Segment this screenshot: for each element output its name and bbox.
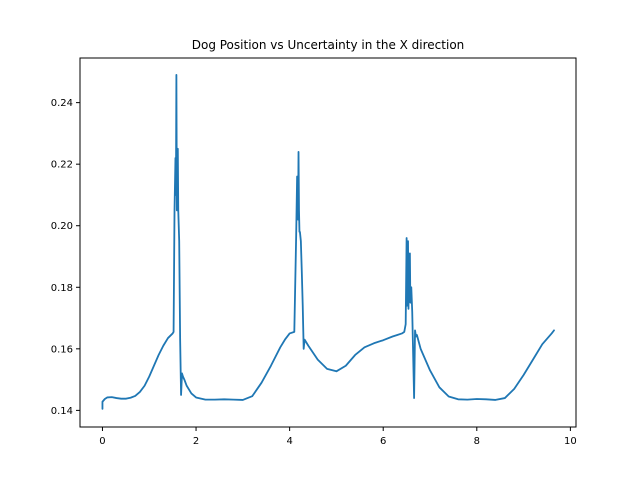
y-tick-label: 0.24: [51, 98, 73, 109]
plot-area: 0 2 4 6 8 10 0.14 0.16 0.18 0.20 0.22 0.24: [51, 57, 577, 447]
y-tick-label: 0.18: [51, 283, 73, 294]
y-tick-label: 0.14: [51, 406, 73, 417]
y-tick-label: 0.16: [51, 344, 73, 355]
x-tick-label: 0: [99, 436, 105, 447]
axes-frame: [79, 57, 577, 428]
x-tick-label: 6: [380, 436, 386, 447]
x-tick-label: 4: [286, 436, 292, 447]
x-tick-label: 8: [474, 436, 480, 447]
y-tick-label: 0.22: [51, 160, 73, 171]
series-line-0: [101, 74, 555, 410]
chart-title: Dog Position vs Uncertainty in the X dir…: [192, 38, 465, 52]
x-tick-label: 10: [564, 436, 577, 447]
y-tick-label: 0.20: [51, 221, 73, 232]
x-tick-label: 2: [193, 436, 199, 447]
